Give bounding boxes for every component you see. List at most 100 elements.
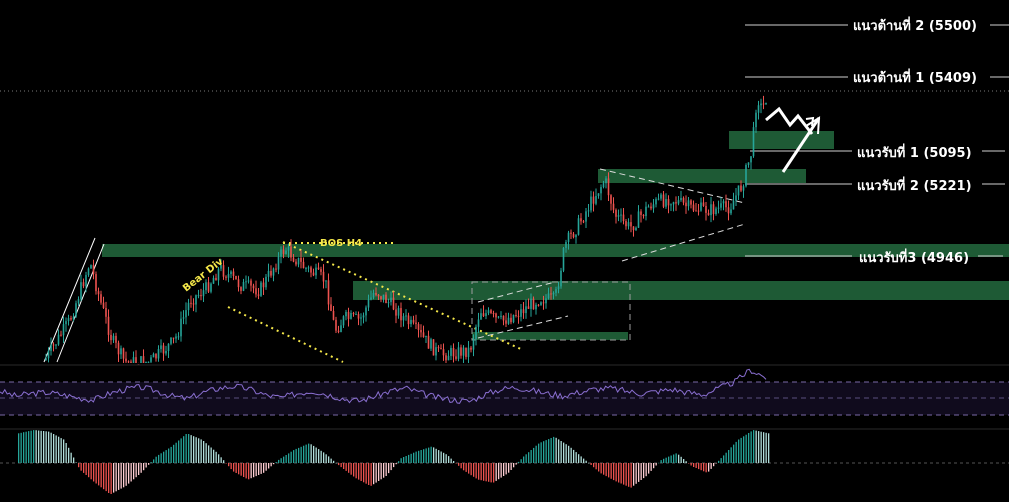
candle-body [92,265,95,275]
candle-body [485,313,487,317]
histogram-bar [505,463,507,475]
candle-body [707,212,710,216]
candle-body [340,325,342,333]
candle-body [402,316,405,321]
candle-body [85,275,87,287]
candle-body [732,200,735,210]
histogram-bar [568,445,570,463]
candle-body [740,185,742,191]
histogram-bar [608,463,610,478]
candle-body [125,358,127,362]
candle-body [47,350,50,359]
candle-body [670,204,672,206]
histogram-bar [135,463,137,478]
histogram-bar [148,463,150,465]
candle-body [565,242,567,248]
candle-body [640,211,642,215]
histogram-bar [55,435,57,463]
histogram-bar [245,463,247,479]
histogram-bar [528,452,530,463]
histogram-bar [88,463,90,478]
candle-body [637,211,640,228]
bos-h4-label: BOS H4 [320,238,362,249]
candle-body [652,204,655,209]
histogram-bar [330,458,332,463]
histogram-bar [353,463,355,477]
candle-body [532,298,535,310]
candle-body [277,256,280,270]
candle-body [310,267,312,273]
histogram-bar [623,463,625,485]
candle-body [737,185,740,196]
histogram-bar [570,447,572,463]
histogram-bar [243,463,245,477]
histogram-bar [75,462,77,463]
histogram-bar [240,463,242,476]
histogram-bar [553,436,555,463]
candle-body [510,317,512,323]
histogram-bar [618,463,620,483]
candle-body [150,357,152,362]
histogram-bar [640,463,642,480]
histogram-bar [638,463,640,482]
bos-trend-line [282,241,524,351]
candle-body [660,194,662,199]
histogram-bar [753,430,755,463]
candle-body [97,291,100,295]
candle-body [300,257,302,262]
candle-body [592,196,595,204]
histogram-bar [580,456,582,463]
candle-body [765,102,767,105]
candle-body [282,249,285,254]
histogram-bar [255,463,257,477]
histogram-bar [728,450,730,463]
candle-body [355,314,357,316]
histogram-bar [385,463,387,476]
histogram-bar [383,463,385,478]
candle-body [665,199,667,207]
candle-body [447,355,450,361]
candle-body [607,178,610,196]
histogram-bar [588,462,590,464]
candle-body [425,335,427,338]
projection-zigzag [765,106,814,135]
candle-body [257,294,260,296]
histogram-bar [625,463,627,486]
histogram-bar [213,449,215,463]
histogram-bar [665,457,667,463]
candle-body [222,265,225,277]
candle-body [207,282,210,292]
histogram-bar [485,463,487,482]
candle-body [692,204,695,211]
histogram-bar [305,444,307,463]
candle-body [642,214,645,217]
candle-body [677,200,680,204]
histogram-bar [675,453,677,463]
histogram-bar [663,458,665,463]
histogram-bar [690,463,692,466]
histogram-bar [295,448,297,463]
histogram-bar [285,455,287,463]
histogram-bar [325,454,327,463]
histogram-bar [175,442,177,463]
candle-body [215,277,217,281]
histogram-pane [0,430,1009,494]
histogram-bar [478,463,480,480]
histogram-bar [275,462,277,463]
histogram-bar [95,463,97,484]
histogram-bar [593,463,595,468]
histogram-bar [450,458,452,463]
candle-body [400,308,402,321]
candle-body [497,316,500,318]
candle-body [80,282,82,300]
histogram-bar [398,461,400,463]
histogram-bar [598,463,600,472]
histogram-bar [115,463,117,492]
histogram-bar [190,435,192,463]
histogram-bar [125,463,127,486]
candle-body [455,356,457,359]
candle-body [687,200,690,207]
candle-body [422,332,425,338]
range-upper-line [477,281,556,303]
